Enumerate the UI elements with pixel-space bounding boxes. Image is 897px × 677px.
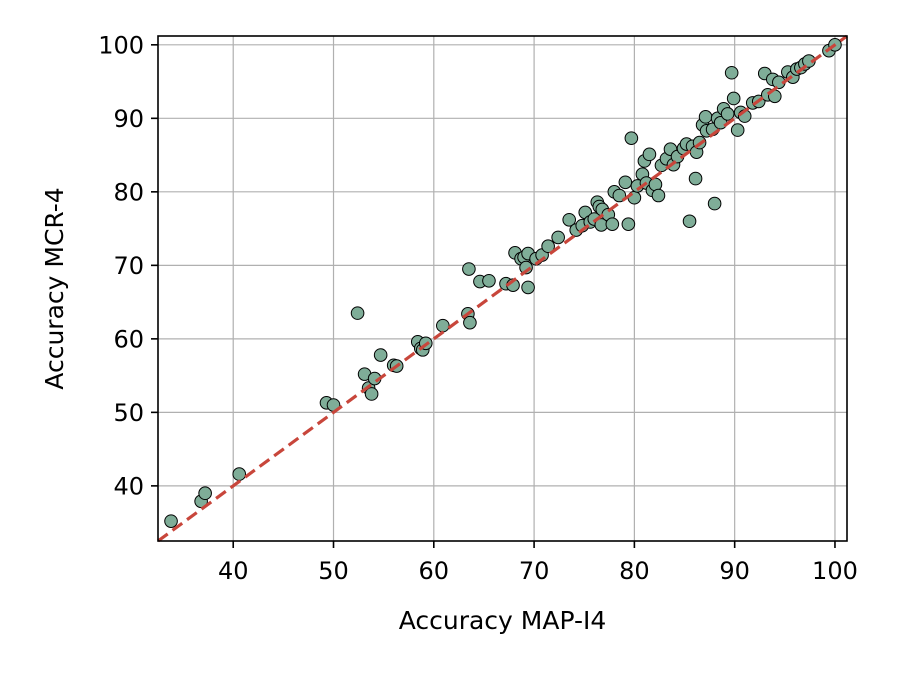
y-tick-label: 90 (113, 105, 144, 133)
axes (157, 35, 848, 542)
scatter-point (730, 123, 745, 137)
scatter-point (436, 318, 450, 333)
x-tick-label: 50 (318, 557, 349, 585)
scatter-point (482, 273, 496, 288)
scatter-point (682, 214, 697, 229)
y-tick-label: 100 (98, 31, 144, 59)
data-points (164, 38, 842, 528)
y-tick-label: 80 (113, 178, 144, 206)
scatter-point (707, 196, 722, 211)
scatter-point (521, 280, 535, 295)
scatter-point (720, 107, 735, 121)
scatter-point (688, 171, 703, 186)
x-tick-label: 70 (519, 557, 550, 585)
scatter-point (605, 217, 620, 231)
scatter-point (618, 175, 633, 190)
y-axis-label: Accuracy MCR-4 (40, 187, 69, 389)
x-tick-label: 90 (719, 557, 750, 585)
ticks: 40 50 60 70 80 90 100 40 50 60 70 80 90 100 (98, 31, 858, 585)
scatter-point (350, 306, 365, 320)
scatter-point (726, 91, 741, 106)
scatter-point (562, 212, 576, 227)
scatter-point (541, 239, 555, 254)
scatter-point (198, 486, 212, 501)
y-tick-label: 40 (113, 472, 144, 500)
reference-line-layer (157, 34, 848, 543)
scatter-point (462, 262, 476, 276)
y-tick-label: 50 (113, 399, 144, 427)
scatter-point (373, 348, 388, 362)
x-tick-label: 80 (619, 557, 650, 585)
scatter-point (463, 315, 477, 330)
scatter-point (621, 217, 636, 231)
plot-frame (157, 35, 848, 542)
scatter-point (624, 131, 639, 145)
scatter-point (698, 110, 713, 124)
scatter-point (651, 188, 666, 203)
x-axis-label: Accuracy MAP-I4 (399, 606, 607, 635)
reference-line (157, 34, 848, 543)
y-tick-label: 70 (113, 252, 144, 280)
scatter-point (232, 467, 247, 481)
y-tick-label: 60 (113, 325, 144, 353)
scatter-point (551, 230, 565, 245)
scatter-point (724, 65, 739, 80)
scatter-point (364, 387, 379, 401)
x-tick-label: 60 (419, 557, 450, 585)
x-tick-label: 100 (812, 557, 858, 585)
x-tick-label: 40 (218, 557, 249, 585)
scatter-point (642, 147, 657, 162)
scatter-point (164, 514, 178, 528)
